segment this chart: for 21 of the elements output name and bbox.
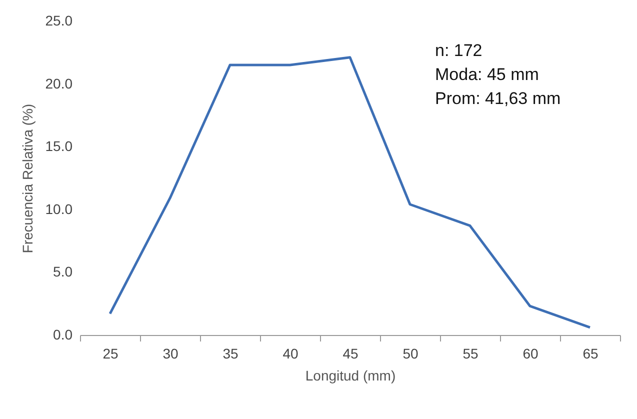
x-tick-label: 45	[342, 346, 358, 362]
x-axis-title: Longitud (mm)	[305, 368, 396, 384]
y-tick-label: 0.0	[53, 326, 73, 342]
x-tick-label: 50	[402, 346, 418, 362]
y-axis-title: Frecuencia Relativa (%)	[19, 104, 36, 254]
y-tick-label: 10.0	[45, 200, 73, 217]
x-tick-label: 30	[162, 346, 178, 362]
x-tick-label: 25	[102, 346, 118, 362]
x-tick-label: 40	[282, 346, 298, 362]
annotation: Moda: 45 mm	[435, 65, 539, 84]
y-tick-label: 15.0	[45, 138, 73, 154]
x-tick-label: 35	[222, 346, 238, 362]
x-tick-label: 65	[582, 346, 598, 362]
x-tick-label: 60	[522, 346, 538, 362]
y-tick-label: 5.0	[53, 264, 73, 280]
line-series	[108, 56, 592, 329]
y-tick-label: 20.0	[45, 75, 73, 92]
x-tick-label: 55	[462, 346, 478, 362]
annotation: n: 172	[435, 41, 482, 60]
annotation: Prom: 41,63 mm	[435, 89, 561, 108]
y-tick-label: 25.0	[45, 12, 73, 28]
